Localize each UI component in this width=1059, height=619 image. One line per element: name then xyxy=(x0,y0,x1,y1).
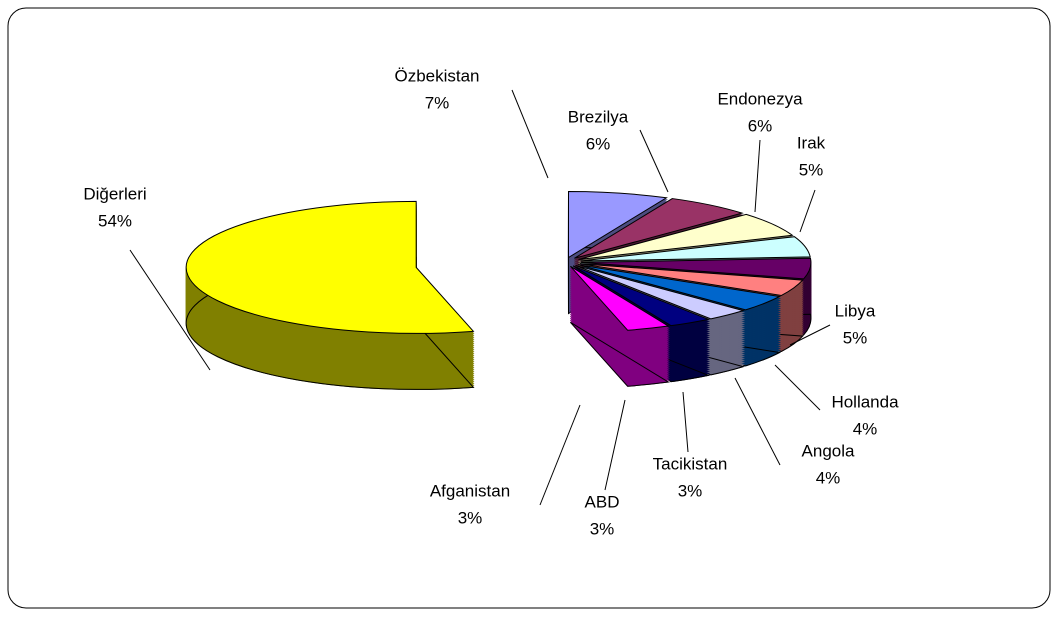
slice-value-label: 6% xyxy=(586,134,611,153)
slice-value-label: 7% xyxy=(425,93,450,112)
slice-value-label: 3% xyxy=(590,519,615,538)
slice-label: Libya xyxy=(835,301,876,320)
slice-label: Afganistan xyxy=(430,481,510,500)
leader-line xyxy=(604,399,626,491)
slice-label: Brezilya xyxy=(568,107,629,126)
slice-label: Özbekistan xyxy=(394,66,479,85)
leader-line xyxy=(789,324,831,346)
slice-value-label: 3% xyxy=(678,481,703,500)
leader-line xyxy=(639,129,669,193)
slice-top xyxy=(574,198,744,259)
leader-line xyxy=(734,377,781,466)
leader-line xyxy=(682,391,689,453)
slice-bottom-edge xyxy=(572,321,711,383)
slice-label: Endonezya xyxy=(717,89,803,108)
slice-top xyxy=(578,213,794,261)
slice-value-label: 54% xyxy=(98,211,132,230)
slice-label: Hollanda xyxy=(831,392,899,411)
slice-top xyxy=(577,264,782,311)
slice-bottom-edge xyxy=(570,321,670,387)
leader-line xyxy=(539,404,581,506)
slice-bottom-edge xyxy=(580,313,812,336)
slice-value-label: 5% xyxy=(799,160,824,179)
leader-line xyxy=(129,249,211,371)
slice-top xyxy=(570,265,670,331)
slice-label: Irak xyxy=(797,133,826,152)
slice-top xyxy=(572,265,711,327)
slice-bottom-edge xyxy=(579,319,804,353)
leader-line xyxy=(799,189,816,233)
slice-top xyxy=(579,263,804,297)
slice-top xyxy=(580,236,811,262)
slice-top xyxy=(567,191,668,259)
slice-value-label: 4% xyxy=(853,419,878,438)
slice-value-label: 6% xyxy=(748,116,773,135)
slice-top xyxy=(580,257,812,280)
slice-label: Tacikistan xyxy=(653,454,728,473)
leader-line xyxy=(754,139,761,213)
slice-value-label: 3% xyxy=(458,508,483,527)
slice-bottom-edge xyxy=(577,320,782,367)
leader-line xyxy=(774,364,821,411)
slice-top xyxy=(575,264,746,320)
slice-label: ABD xyxy=(585,492,620,511)
slice-value-label: 5% xyxy=(843,328,868,347)
slice-top xyxy=(185,200,475,334)
slice-value-label: 4% xyxy=(816,468,841,487)
slice xyxy=(570,265,670,387)
slice-bottom-edge xyxy=(575,320,746,376)
chart-border xyxy=(7,7,1051,609)
leader-line xyxy=(511,89,549,179)
slice-label: Diğerleri xyxy=(83,184,146,203)
slice xyxy=(185,200,475,390)
slice-label: Angola xyxy=(802,441,855,460)
